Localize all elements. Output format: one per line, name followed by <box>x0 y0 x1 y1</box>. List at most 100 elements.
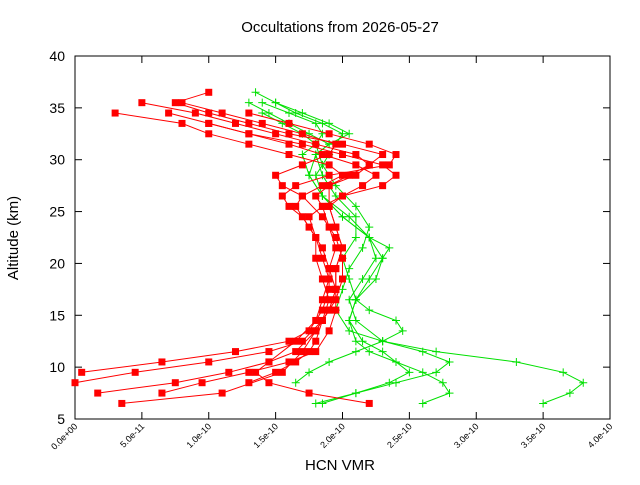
data-point <box>71 379 79 387</box>
data-point <box>312 316 320 324</box>
data-point <box>438 378 447 387</box>
data-point <box>278 192 286 200</box>
y-tick-label: 30 <box>49 152 65 168</box>
series-line <box>255 91 451 404</box>
data-point <box>379 182 387 190</box>
data-point <box>358 274 367 283</box>
data-point <box>311 171 320 180</box>
data-point <box>398 326 407 335</box>
data-point <box>365 140 373 148</box>
data-point <box>352 171 360 179</box>
data-point <box>292 337 300 345</box>
y-tick-label: 25 <box>49 204 65 220</box>
data-point <box>565 389 574 398</box>
x-tick-label: 1.0e-10 <box>185 421 214 450</box>
data-point <box>245 368 253 376</box>
data-point <box>325 171 333 179</box>
data-point <box>351 202 360 211</box>
data-point <box>198 379 206 387</box>
data-point <box>345 316 354 325</box>
data-point <box>318 160 327 169</box>
data-point <box>312 337 320 345</box>
data-point <box>291 378 300 387</box>
data-point <box>332 234 340 241</box>
data-point <box>312 234 320 241</box>
data-point <box>318 182 326 190</box>
data-point <box>339 140 346 148</box>
data-point <box>271 98 280 107</box>
data-point <box>365 306 374 315</box>
y-tick-label: 35 <box>49 100 65 116</box>
data-point <box>111 109 119 117</box>
series-red-10 <box>205 119 400 407</box>
data-point <box>285 202 293 210</box>
data-point <box>365 399 373 407</box>
series-green-4 <box>258 109 414 408</box>
data-point <box>318 296 326 304</box>
data-point <box>339 275 346 283</box>
data-layer <box>71 88 588 408</box>
data-point <box>305 129 314 138</box>
data-point <box>205 358 213 366</box>
data-point <box>292 358 300 366</box>
data-point <box>272 130 280 138</box>
data-point <box>305 348 313 356</box>
data-point <box>372 171 380 179</box>
data-point <box>278 368 286 376</box>
data-point <box>258 109 267 118</box>
data-point <box>345 264 354 273</box>
series-green-0 <box>251 88 454 408</box>
data-point <box>358 243 367 252</box>
x-tick-label: 2.0e-10 <box>318 421 347 450</box>
data-point <box>345 212 354 221</box>
data-point <box>378 254 387 263</box>
data-point <box>332 265 340 273</box>
data-point <box>305 368 314 377</box>
data-point <box>385 378 394 387</box>
data-point <box>298 109 307 118</box>
data-point <box>339 254 346 262</box>
data-point <box>205 130 213 138</box>
x-tick-label: 2.5e-10 <box>385 421 414 450</box>
data-point <box>332 223 340 231</box>
data-point <box>352 151 360 159</box>
data-point <box>178 99 186 107</box>
data-point <box>579 378 588 387</box>
data-point <box>318 316 326 324</box>
data-point <box>371 274 380 283</box>
series-green-1 <box>258 98 588 408</box>
data-point <box>392 151 400 159</box>
data-point <box>118 399 126 407</box>
data-point <box>292 182 300 190</box>
data-point <box>305 389 313 397</box>
data-point <box>351 295 360 304</box>
y-axis-label: Altitude (km) <box>5 196 22 280</box>
data-point <box>418 399 427 408</box>
data-point <box>232 348 239 356</box>
data-point <box>338 212 347 221</box>
data-point <box>331 192 340 201</box>
data-point <box>131 368 139 376</box>
data-point <box>298 130 306 138</box>
x-tick-label: 3.0e-10 <box>452 421 481 450</box>
x-axis-label: HCN VMR <box>305 457 375 474</box>
data-point <box>292 202 300 210</box>
data-point <box>245 119 253 127</box>
data-point <box>445 389 454 398</box>
data-point <box>158 358 166 366</box>
data-point <box>171 379 179 387</box>
data-point <box>325 182 333 190</box>
data-point <box>298 348 306 356</box>
data-point <box>165 109 173 117</box>
data-point <box>245 379 253 387</box>
data-point <box>365 274 374 283</box>
data-point <box>251 88 260 97</box>
data-point <box>312 254 320 262</box>
data-point <box>244 98 253 107</box>
data-point <box>325 285 333 293</box>
data-point <box>218 389 226 397</box>
data-point <box>312 140 320 148</box>
data-point <box>405 368 414 377</box>
chart-title: Occultations from 2026-05-27 <box>241 19 439 36</box>
